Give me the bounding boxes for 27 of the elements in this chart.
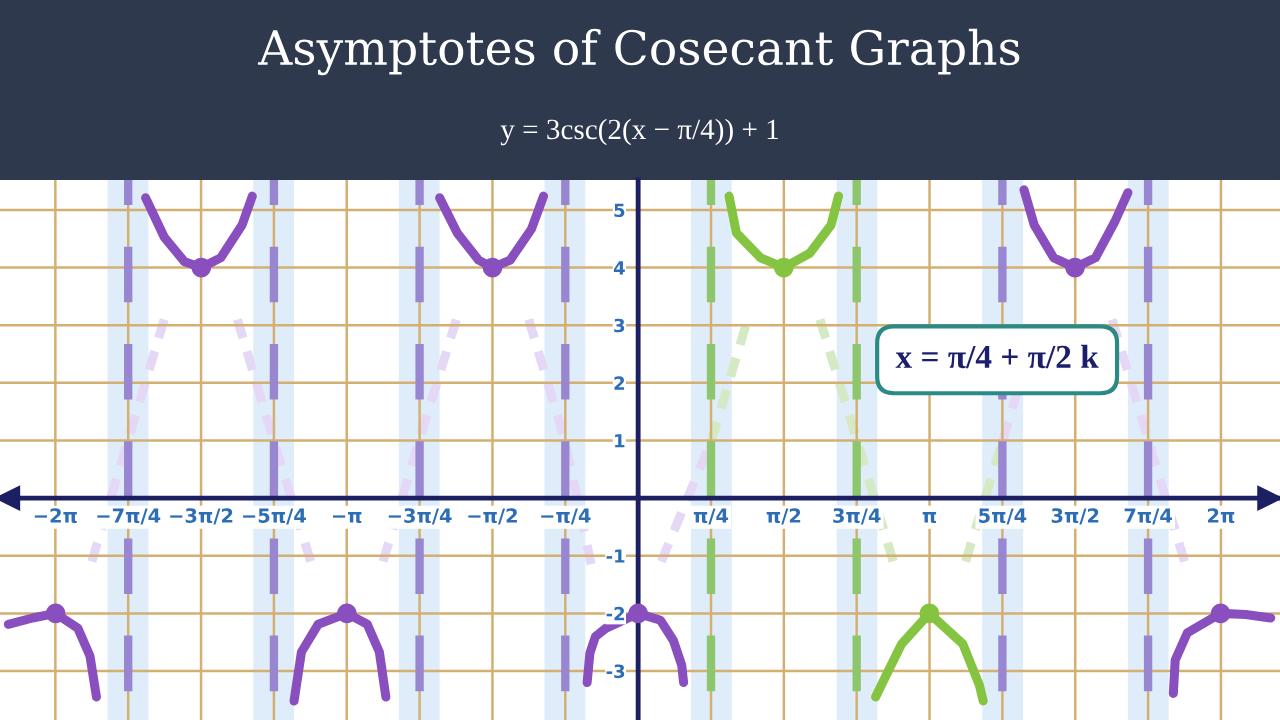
x-tick-label: π/2 [766, 508, 801, 525]
x-tick-label: −π/4 [541, 508, 591, 525]
x-tick-label: π/4 [693, 508, 729, 525]
y-tick-label: -2 [606, 606, 625, 621]
x-tick-label: 2π [1208, 508, 1235, 523]
y-tick-label: 4 [613, 261, 625, 275]
y-tick-label: 3 [614, 318, 625, 333]
x-tick-label: 5π/4 [979, 508, 1027, 525]
x-tick-label: 3π/4 [833, 508, 881, 525]
x-tick-label: −π [332, 511, 362, 523]
x-tick-label: −5π/4 [243, 508, 306, 525]
x-tick-label: 3π/2 [1051, 508, 1099, 525]
x-tick-label: π [922, 511, 937, 523]
x-tick-label: −π/2 [468, 508, 517, 525]
x-tick-label: −3π/4 [388, 508, 452, 525]
annotation: x = π/4 + π/2 k [895, 344, 1099, 369]
y-tick-label: -3 [606, 664, 625, 679]
y-tick-label: 5 [614, 203, 625, 218]
y-tick-label: 2 [614, 376, 625, 390]
x-tick-label: −7π/4 [97, 508, 161, 525]
chart-title: Asymptotes of Cosecant Graphs [257, 28, 1020, 76]
x-tick-label: −3π/2 [170, 508, 233, 525]
x-tick-label: 7π/4 [1124, 508, 1172, 525]
y-tick-label: -1 [606, 549, 625, 563]
chart-subtitle: y = 3csc(2(x − π/4)) + 1 [500, 118, 779, 146]
y-tick-label: 1 [615, 434, 625, 448]
x-tick-label: −2π [34, 508, 77, 523]
